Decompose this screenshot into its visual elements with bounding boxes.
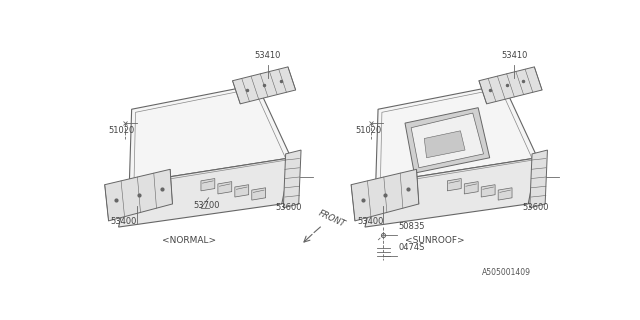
- Text: 51020: 51020: [355, 126, 381, 135]
- Text: 53410: 53410: [501, 51, 527, 60]
- Text: 53600: 53600: [522, 203, 548, 212]
- Text: FRONT: FRONT: [316, 209, 346, 229]
- Text: 50835: 50835: [399, 222, 426, 231]
- Polygon shape: [447, 179, 461, 191]
- Polygon shape: [284, 150, 301, 208]
- Text: 0474S: 0474S: [399, 244, 425, 252]
- Polygon shape: [464, 182, 478, 194]
- Polygon shape: [218, 182, 232, 194]
- Polygon shape: [118, 158, 291, 227]
- Polygon shape: [498, 188, 512, 200]
- Polygon shape: [232, 67, 296, 104]
- Text: 51020: 51020: [109, 126, 135, 135]
- Polygon shape: [252, 188, 266, 200]
- Polygon shape: [105, 169, 172, 221]
- Polygon shape: [405, 108, 490, 173]
- Text: 53600: 53600: [276, 203, 302, 212]
- Polygon shape: [376, 84, 538, 183]
- Polygon shape: [201, 179, 215, 191]
- Polygon shape: [481, 185, 495, 197]
- Polygon shape: [479, 67, 542, 104]
- Polygon shape: [351, 169, 419, 221]
- Polygon shape: [424, 131, 465, 158]
- Polygon shape: [365, 158, 538, 227]
- Polygon shape: [411, 113, 484, 168]
- Polygon shape: [235, 185, 249, 197]
- Polygon shape: [129, 84, 291, 183]
- Text: 53400: 53400: [111, 217, 137, 226]
- Text: <NORMAL>: <NORMAL>: [163, 236, 216, 245]
- Text: 53400: 53400: [357, 217, 383, 226]
- Polygon shape: [530, 150, 547, 208]
- Text: 53410: 53410: [255, 51, 281, 60]
- Text: A505001409: A505001409: [482, 268, 531, 277]
- Text: <SUNROOF>: <SUNROOF>: [405, 236, 465, 245]
- Text: 53700: 53700: [193, 201, 220, 210]
